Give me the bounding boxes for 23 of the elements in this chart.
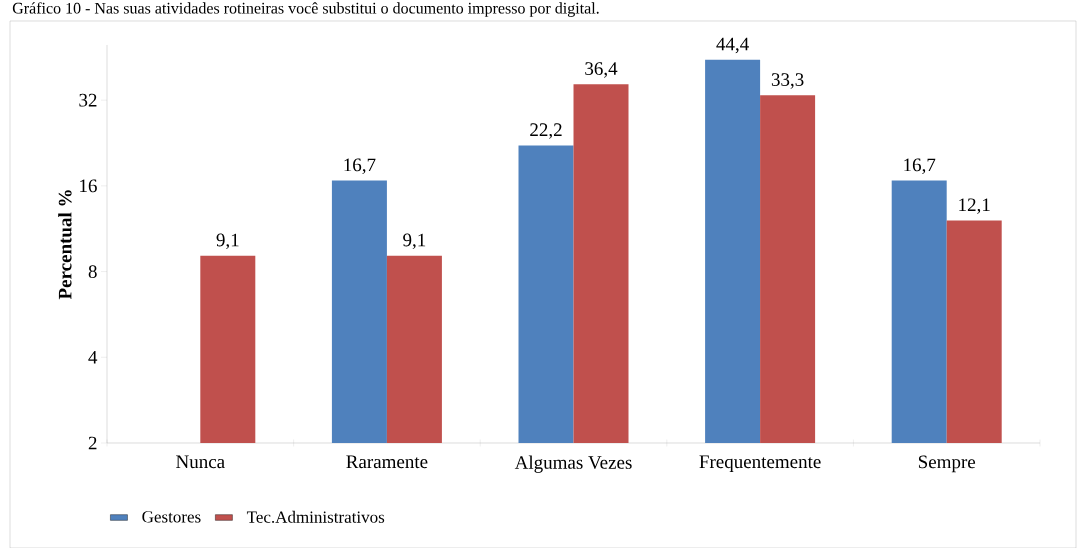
data-label: 9,1 (403, 233, 426, 250)
x-tick-label: Raramente (346, 455, 428, 469)
y-tick-label: 16 (80, 179, 97, 193)
data-label: 44,4 (716, 37, 749, 54)
x-tick-label: Nunca (176, 455, 225, 469)
data-label: 22,2 (530, 123, 562, 139)
y-axis-title: Percentual % (58, 190, 72, 300)
data-label: 12,1 (959, 198, 990, 214)
y-tick-label: 4 (88, 350, 98, 364)
y-tick-label: 2 (88, 436, 97, 450)
data-label: 33,3 (771, 73, 804, 89)
legend-label: Gestores (142, 511, 201, 523)
legend-label: Tec.Administrativos (246, 510, 385, 523)
x-tick-label: Sempre (918, 455, 976, 473)
data-label: 36,4 (585, 62, 618, 78)
data-label: 16,7 (904, 158, 936, 174)
y-tick-label: 8 (88, 265, 97, 278)
x-tick-label: Frequentemente (699, 455, 821, 472)
data-label: 9,1 (216, 233, 239, 250)
y-tick-label: 32 (79, 93, 97, 107)
data-label: 16,7 (344, 158, 376, 174)
chart-title: Gráfico 10 - Nas suas atividades rotineiras você substitui o documento impresso por digital. (12, 2, 599, 17)
x-tick-label: Algumas Vezes (514, 455, 632, 473)
